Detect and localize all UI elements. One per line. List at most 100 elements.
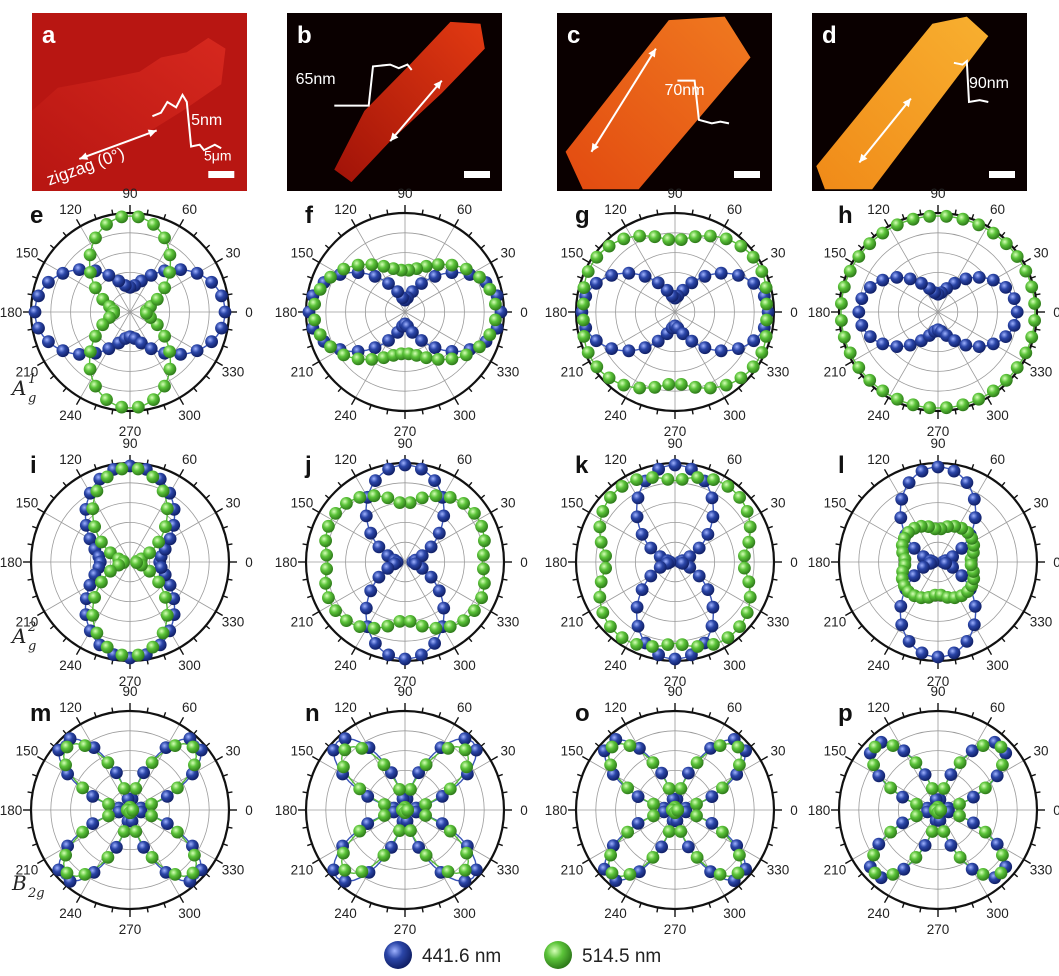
data-point-green	[1010, 250, 1024, 263]
data-point-green	[429, 489, 443, 503]
data-point-green	[647, 809, 660, 823]
data-point-green	[581, 265, 595, 278]
data-point-green	[996, 758, 1009, 772]
data-point-green	[158, 329, 172, 343]
tick-mark	[163, 712, 167, 718]
tick-mark	[572, 328, 578, 331]
tick-mark	[901, 654, 905, 660]
tick-mark	[497, 595, 503, 599]
data-point-green	[691, 640, 704, 653]
tick-mark	[49, 244, 55, 249]
data-point-blue	[638, 341, 652, 355]
tick-label: 180	[545, 305, 568, 320]
tick-mark	[386, 707, 389, 713]
data-point-blue	[705, 619, 719, 633]
tick-mark	[438, 654, 442, 660]
arrow-head	[859, 153, 868, 163]
data-point-green	[401, 803, 414, 817]
data-point-blue	[424, 570, 438, 584]
data-point-blue	[605, 269, 618, 282]
tick-mark	[480, 494, 486, 499]
data-point-green	[168, 739, 182, 752]
tick-label: 210	[561, 615, 584, 630]
data-point-green	[590, 250, 604, 264]
data-point-blue	[907, 541, 921, 555]
data-point-green	[979, 781, 992, 795]
tick-mark	[215, 755, 224, 762]
data-point-blue	[668, 652, 682, 666]
data-point-green	[159, 520, 172, 533]
data-point-green	[602, 371, 616, 385]
data-point-blue	[872, 837, 886, 851]
tick-mark	[337, 729, 342, 735]
tick-label: 240	[59, 658, 82, 673]
tick-mark	[656, 907, 659, 913]
tick-mark	[453, 218, 460, 227]
data-point-blue	[876, 273, 890, 287]
tick-mark	[723, 647, 730, 656]
direction-arrow	[858, 97, 912, 164]
tick-label: 180	[0, 803, 22, 818]
data-point-blue	[215, 289, 228, 303]
data-point-green	[1028, 314, 1041, 327]
tick-mark	[227, 791, 233, 794]
tick-label: 240	[59, 906, 82, 921]
data-point-green	[648, 380, 662, 394]
polar-plot-m: 0 30 60 90 120 150 180 210 240 270 300 330 m	[0, 684, 253, 937]
tick-mark	[324, 494, 330, 499]
data-point-blue	[163, 532, 177, 546]
data-point-green	[604, 620, 617, 633]
tick-label: 240	[334, 658, 357, 673]
data-point-blue	[154, 561, 168, 574]
data-point-green	[403, 615, 417, 628]
grid-spoke	[589, 262, 761, 362]
data-point-green	[733, 491, 746, 504]
tick-mark	[581, 507, 590, 514]
tick-mark	[577, 345, 583, 349]
image-panel-b: b 65nm	[287, 13, 502, 191]
data-point-green	[759, 330, 773, 343]
data-point-green	[630, 473, 643, 486]
tick-mark	[337, 231, 342, 237]
data-point-green	[140, 307, 153, 320]
tick-mark	[1035, 578, 1041, 581]
data-point-blue	[692, 541, 706, 555]
data-point-blue	[631, 790, 645, 803]
data-point-blue	[644, 569, 658, 583]
tick-label: 270	[664, 424, 687, 439]
data-point-blue	[364, 526, 378, 540]
legend-marker	[544, 941, 572, 969]
data-point-green	[102, 797, 115, 811]
data-point-green	[688, 230, 702, 244]
tick-mark	[1023, 257, 1032, 264]
data-point-green	[377, 351, 391, 365]
data-point-blue	[972, 271, 986, 284]
data-point-green	[473, 270, 486, 284]
data-point-green	[387, 262, 400, 275]
tick-mark	[1030, 773, 1036, 777]
tick-mark	[49, 375, 55, 380]
data-point-blue	[701, 583, 715, 596]
tick-mark	[607, 637, 612, 643]
tick-label: 180	[808, 555, 831, 570]
data-point-green	[577, 297, 590, 311]
data-point-green	[577, 313, 590, 327]
data-point-green	[675, 473, 689, 486]
tick-mark	[750, 742, 756, 747]
tick-mark	[205, 742, 211, 747]
tick-label: 0	[1053, 803, 1059, 818]
data-point-blue	[102, 268, 116, 282]
tick-mark	[146, 409, 149, 415]
data-point-green	[403, 496, 417, 509]
tick-label: 120	[334, 700, 357, 715]
data-point-green	[867, 848, 880, 862]
tick-mark	[386, 409, 389, 415]
data-point-green	[76, 825, 89, 839]
tick-mark	[919, 659, 922, 665]
tick-mark	[901, 902, 905, 908]
data-point-green	[478, 576, 491, 590]
tick-mark	[857, 494, 863, 499]
data-point-green	[188, 848, 201, 862]
data-point-blue	[747, 334, 761, 348]
tick-mark	[870, 387, 875, 393]
